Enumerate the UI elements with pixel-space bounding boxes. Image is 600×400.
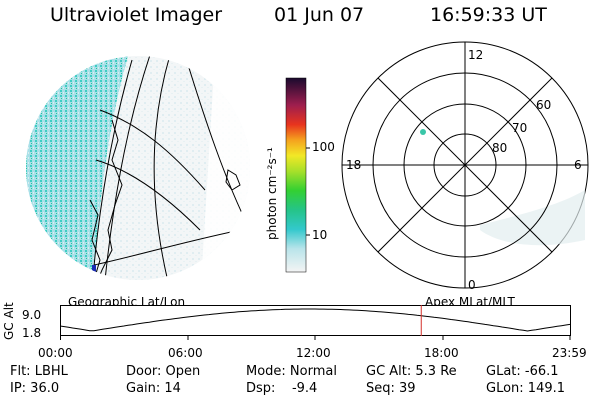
status-glon: GLon: 149.1: [486, 381, 566, 396]
mlat-label-80: 80: [492, 141, 508, 155]
status-gain: Gain: 14: [126, 381, 181, 396]
status-dsp: Dsp: -9.4: [246, 381, 318, 396]
x-tick-1200: 12:00: [296, 346, 331, 360]
colorbar-unit-label: photon cm⁻²s⁻¹: [265, 147, 279, 240]
mlat-label-70: 70: [512, 121, 528, 135]
colorbar-tick-100: 100: [312, 140, 335, 154]
status-gc-alt: GC Alt: 5.3 Re: [366, 364, 457, 379]
status-ip: IP: 36.0: [10, 381, 60, 396]
colorbar-tick-10: 10: [312, 228, 328, 242]
alt-y-label: GC Alt: [2, 302, 16, 340]
status-flt: Flt: LBHL: [10, 364, 68, 379]
mlt-label-0: 0: [468, 278, 476, 292]
x-tick-0600: 06:00: [168, 346, 203, 360]
x-tick-0000: 00:00: [38, 346, 73, 360]
status-glat: GLat: -66.1: [486, 364, 559, 379]
mlat-label-60: 60: [536, 98, 552, 112]
x-tick-2359: 23:59: [552, 346, 587, 360]
status-door: Door: Open: [126, 364, 201, 379]
polar-plot: [341, 41, 589, 289]
mlt-label-12: 12: [468, 48, 484, 62]
time-label: 16:59:33 UT: [430, 4, 547, 26]
app-title: Ultraviolet Imager: [50, 4, 223, 26]
altitude-plot: [60, 305, 571, 340]
status-seq: Seq: 39: [366, 381, 416, 396]
date-label: 01 Jun 07: [274, 4, 365, 26]
alt-y-tick-high: 9.0: [22, 308, 42, 322]
status-mode: Mode: Normal: [246, 364, 337, 379]
mlt-label-18: 18: [346, 158, 362, 172]
mlt-label-6: 6: [574, 158, 582, 172]
geographic-image: [26, 56, 250, 280]
x-tick-1800: 18:00: [424, 346, 459, 360]
colorbar: [285, 77, 310, 273]
alt-y-tick-low: 1.8: [22, 326, 42, 340]
